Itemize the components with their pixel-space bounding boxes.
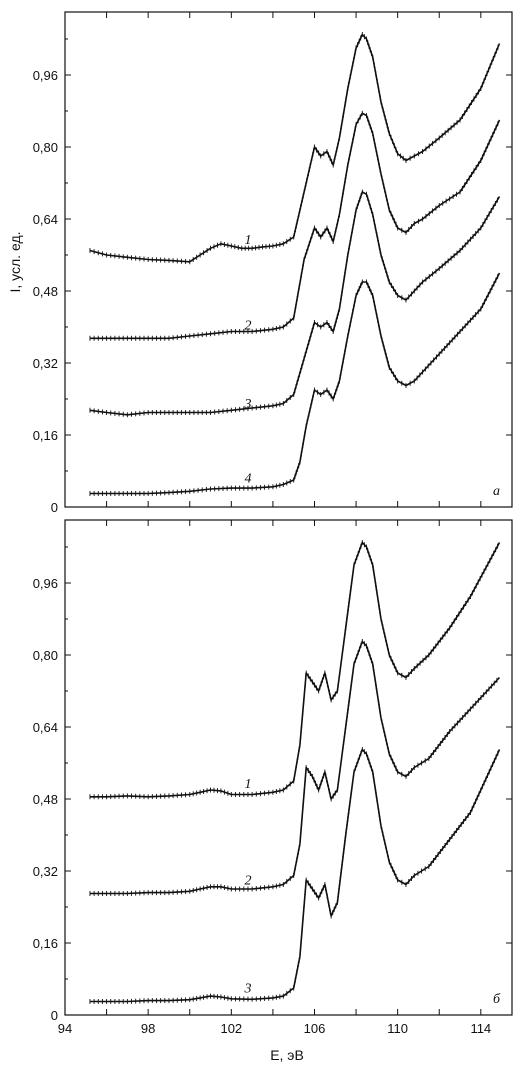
x-tick-label: 114 [470, 1021, 491, 1036]
y-tick-label: 0 [51, 1008, 58, 1023]
x-axis-title: E, эВ [270, 1047, 304, 1063]
curve-label-2: 2 [244, 874, 251, 889]
curve-label-3: 3 [243, 397, 251, 412]
y-tick-label: 0,32 [33, 356, 58, 371]
x-tick-label: 98 [141, 1021, 155, 1036]
y-tick-label: 0,80 [33, 140, 58, 155]
curve-label-3: 3 [243, 982, 251, 997]
series-line-2 [89, 112, 501, 340]
series-line-3 [89, 191, 501, 416]
y-tick-label: 0,96 [33, 68, 58, 83]
y-tick-label: 0 [51, 500, 58, 515]
y-tick-label: 0,16 [33, 428, 58, 443]
y-axis-title: I, усл. ед. [7, 232, 23, 293]
panel-label: а [493, 484, 500, 499]
x-tick-label: 102 [220, 1021, 242, 1036]
series-line-1 [89, 33, 501, 263]
plot-frame [64, 519, 513, 1016]
panel-a: 0 0,16 0,32 0,48 0,64 0,80 0,96 1 2 3 4 а [33, 11, 513, 515]
x-tick-label: 94 [58, 1021, 72, 1036]
x-tick-label: 110 [387, 1021, 408, 1036]
y-tick-label: 0,32 [33, 864, 58, 879]
series-line-3 [89, 748, 501, 1003]
x-tick-label: 106 [304, 1021, 326, 1036]
plot-frame [64, 11, 513, 508]
y-tick-label: 0,48 [33, 792, 58, 807]
y-tick-label: 0,16 [33, 936, 58, 951]
panel-label: б [493, 992, 501, 1007]
curve-label-1: 1 [244, 233, 251, 248]
y-tick-label: 0,64 [33, 212, 58, 227]
curve-label-4: 4 [244, 471, 251, 486]
series-line-4 [89, 272, 501, 495]
curve-label-1: 1 [244, 777, 251, 792]
series-line-1 [89, 541, 501, 798]
y-tick-label: 0,80 [33, 648, 58, 663]
y-tick-label: 0,96 [33, 576, 58, 591]
y-tick-label: 0,48 [33, 284, 58, 299]
y-tick-label: 0,64 [33, 720, 58, 735]
curve-label-2: 2 [244, 318, 251, 333]
